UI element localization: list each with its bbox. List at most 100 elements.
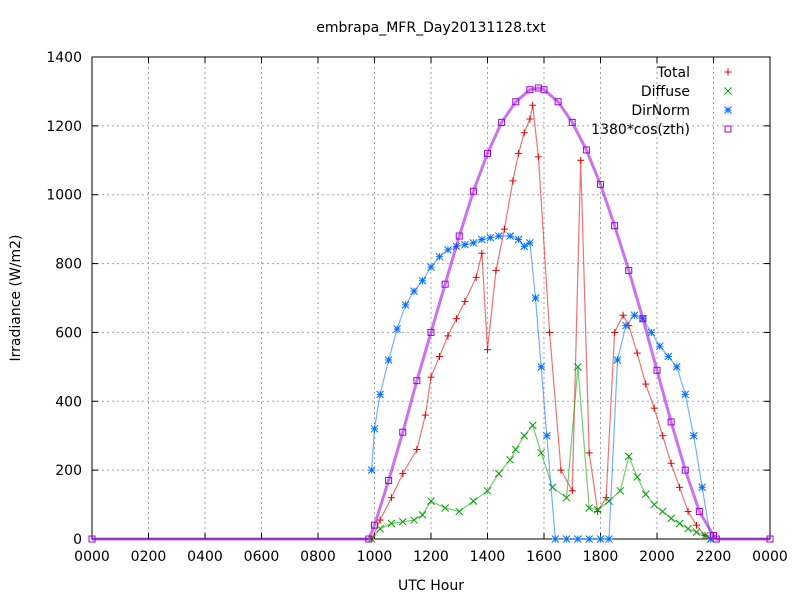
data-point-1380-cos-zth xyxy=(554,98,562,106)
data-point-dirnorm xyxy=(630,311,639,320)
series-layer xyxy=(88,84,774,543)
data-point-1380-cos-zth xyxy=(540,86,548,94)
data-point-dirnorm xyxy=(655,342,664,351)
data-point-diffuse xyxy=(624,452,633,461)
y-tick-label: 1000 xyxy=(46,188,82,204)
data-point-dirnorm xyxy=(698,483,707,492)
data-point-1380-cos-zth xyxy=(455,232,463,240)
data-point-diffuse xyxy=(701,531,709,540)
x-tick-label: 2200 xyxy=(696,549,732,565)
data-point-dirnorm xyxy=(461,240,469,249)
data-point-dirnorm xyxy=(469,239,478,247)
data-point-diffuse xyxy=(562,493,571,502)
data-point-1380-cos-zth xyxy=(611,222,619,230)
data-point-1380-cos-zth xyxy=(639,315,647,323)
data-point-dirnorm xyxy=(435,252,444,261)
data-point-total xyxy=(478,249,486,257)
data-point-diffuse xyxy=(398,517,407,526)
data-point-dirnorm xyxy=(585,535,594,543)
legend-marker-diffuse xyxy=(724,87,732,95)
data-point-total xyxy=(520,129,528,137)
data-point-total xyxy=(421,411,429,419)
legend-label-dirnorm: DirNorm xyxy=(631,103,690,119)
data-point-total xyxy=(611,328,619,336)
data-point-diffuse xyxy=(494,469,503,478)
legend-label-1380-cos-zth: 1380*cos(zth) xyxy=(591,122,690,138)
data-point-total xyxy=(585,449,593,457)
data-point-total xyxy=(568,487,576,495)
data-point-diffuse xyxy=(684,524,692,533)
data-point-dirnorm xyxy=(410,287,418,295)
y-axis: 0 200 400 600 800 1000 1200 1400 xyxy=(46,50,770,548)
data-point-dirnorm xyxy=(526,239,534,247)
data-point-diffuse xyxy=(633,473,642,481)
data-point-dirnorm xyxy=(551,535,560,543)
chart-title: embrapa_MFR_Day20131128.txt xyxy=(316,20,546,36)
data-point-1380-cos-zth xyxy=(625,266,633,274)
data-point-total xyxy=(529,101,537,109)
data-point-1380-cos-zth xyxy=(667,418,675,426)
data-point-diffuse xyxy=(658,507,667,516)
x-tick-label: 0000 xyxy=(74,549,110,565)
data-point-diffuse xyxy=(667,514,675,523)
series-total xyxy=(368,101,715,543)
data-point-total xyxy=(534,153,542,161)
data-point-1380-cos-zth xyxy=(597,180,604,188)
data-point-total xyxy=(557,466,565,474)
data-point-1380-cos-zth xyxy=(385,476,393,484)
data-point-total xyxy=(659,432,667,440)
data-point-diffuse xyxy=(641,490,650,499)
data-point-total xyxy=(399,470,407,478)
data-point-1380-cos-zth xyxy=(681,466,689,474)
data-point-dirnorm xyxy=(427,263,435,271)
data-point-total xyxy=(427,373,435,381)
data-point-diffuse xyxy=(520,431,529,440)
data-point-total xyxy=(642,380,650,388)
data-point-diffuse xyxy=(675,519,684,528)
data-point-1380-cos-zth xyxy=(469,187,477,195)
data-point-dirnorm xyxy=(477,235,486,244)
data-point-1380-cos-zth xyxy=(413,377,421,385)
data-point-diffuse xyxy=(574,363,582,371)
data-point-1380-cos-zth xyxy=(766,535,774,543)
x-tick-label: 1000 xyxy=(357,549,393,565)
x-tick-label: 0400 xyxy=(187,549,223,565)
legend-marker-1380-cos-zth xyxy=(724,125,732,133)
data-point-1380-cos-zth xyxy=(365,535,373,543)
x-tick-label: 1600 xyxy=(526,549,562,565)
legend-marker-dirnorm xyxy=(724,106,732,114)
data-point-diffuse xyxy=(593,505,602,514)
x-tick-label: 2000 xyxy=(639,549,675,565)
data-point-dirnorm xyxy=(393,325,401,333)
data-point-diffuse xyxy=(410,516,418,524)
data-point-dirnorm xyxy=(506,232,514,240)
data-point-total xyxy=(461,297,469,305)
data-point-diffuse xyxy=(427,497,435,505)
data-point-diffuse xyxy=(585,504,594,512)
data-point-total xyxy=(492,266,500,274)
data-point-dirnorm xyxy=(596,535,605,543)
data-point-1380-cos-zth xyxy=(484,149,491,157)
data-point-diffuse xyxy=(537,449,546,457)
data-point-diffuse xyxy=(511,445,520,454)
data-point-1380-cos-zth xyxy=(427,328,435,336)
data-point-dirnorm xyxy=(622,321,630,330)
data-point-diffuse xyxy=(616,486,625,495)
data-point-dirnorm xyxy=(664,352,673,361)
data-point-dirnorm xyxy=(401,301,410,309)
data-point-1380-cos-zth xyxy=(653,366,661,374)
data-point-total xyxy=(515,149,523,157)
x-tick-label: 1200 xyxy=(413,549,449,565)
data-point-total xyxy=(619,311,627,319)
data-point-diffuse xyxy=(483,486,492,495)
x-axis-label: UTC Hour xyxy=(398,578,464,594)
data-point-dirnorm xyxy=(542,431,551,440)
data-point-total xyxy=(500,225,508,233)
data-point-total xyxy=(484,346,491,354)
data-point-dirnorm xyxy=(376,390,385,399)
data-point-dirnorm xyxy=(494,232,503,240)
data-point-dirnorm xyxy=(531,294,540,302)
data-point-total xyxy=(435,353,443,361)
data-point-1380-cos-zth xyxy=(512,98,520,106)
y-tick-label: 800 xyxy=(55,257,82,273)
